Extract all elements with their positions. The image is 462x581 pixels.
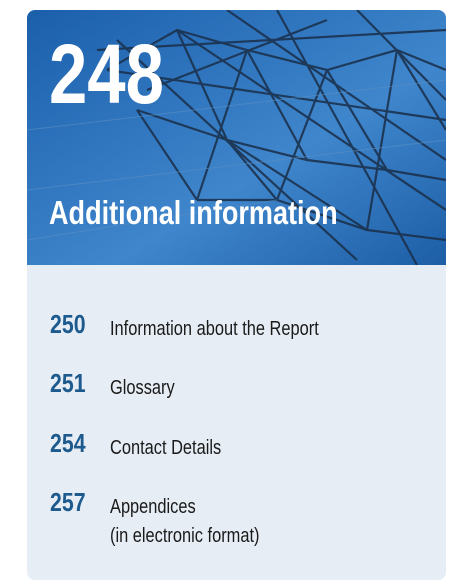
entry-title-line: Information about the Report: [110, 315, 365, 344]
section-title: Additional information: [49, 196, 401, 229]
entry-title: Contact Details: [110, 434, 246, 463]
entry-page-number: 251: [50, 370, 93, 396]
page: 248 Additional information 250 Informatio…: [0, 0, 462, 581]
entry-title-line: Glossary: [110, 374, 189, 403]
entry-page-number: 257: [50, 489, 93, 515]
card: 248 Additional information 250 Informatio…: [27, 10, 446, 580]
entry-page-number: 254: [50, 430, 93, 456]
section-page-number: 248: [49, 32, 189, 116]
entry-title: Glossary: [110, 374, 189, 403]
entry-title: Appendices(in electronic format): [110, 493, 292, 551]
entry-title-line: Contact Details: [110, 434, 246, 463]
entry-title-line: (in electronic format): [110, 522, 292, 551]
entry-title-line: Appendices: [110, 493, 292, 522]
entry-title: Information about the Report: [110, 315, 365, 344]
entry-page-number: 250: [50, 311, 93, 337]
